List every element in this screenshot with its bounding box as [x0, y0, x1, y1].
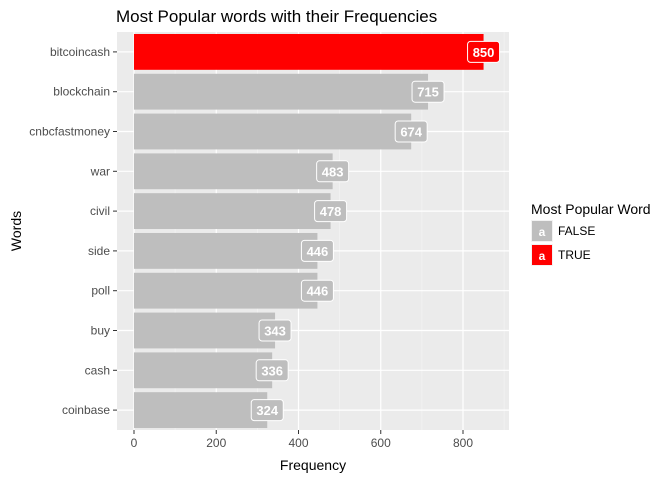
data-label-box: [411, 80, 445, 103]
data-label-box: [258, 319, 292, 342]
y-tick-label-bitcoincash: bitcoincash: [50, 45, 110, 59]
x-tick-label: 400: [288, 436, 308, 450]
chart-title: Most Popular words with their Frequencie…: [116, 7, 437, 26]
data-label-bitcoincash: 850: [473, 45, 495, 60]
data-label-poll: 446: [307, 284, 329, 299]
data-label-side: 446: [307, 244, 329, 259]
y-tick-label-civil: civil: [90, 204, 110, 218]
legend-key-glyph: a: [539, 249, 546, 263]
y-tick-label-side: side: [88, 244, 110, 258]
y-tick-label-blockchain: blockchain: [53, 85, 110, 99]
bar-buy: [134, 312, 276, 349]
legend-key-true: [532, 245, 552, 265]
data-label-coinbase: 324: [256, 403, 278, 418]
bar-poll: [134, 272, 318, 309]
x-tick-label: 0: [131, 436, 138, 450]
data-label-box: [394, 120, 428, 143]
legend-key-glyph: a: [539, 225, 546, 239]
y-tick-label-coinbase: coinbase: [62, 403, 110, 417]
data-label-buy: 343: [264, 324, 286, 339]
data-labels-group: 850 715 674 483 478 446 446 343 336 324: [250, 40, 501, 422]
bars-group: [134, 33, 484, 429]
data-label-war: 483: [322, 164, 344, 179]
bar-war: [134, 153, 333, 190]
data-label-blockchain: 715: [417, 85, 439, 100]
data-label-civil: 478: [320, 204, 342, 219]
data-label-box: [316, 160, 350, 183]
data-label-box: [300, 279, 334, 302]
y-tick-label-poll: poll: [91, 284, 110, 298]
bar-coinbase: [134, 392, 268, 429]
legend-label-true: TRUE: [558, 248, 591, 262]
bar-cnbcfastmoney: [134, 113, 412, 150]
y-tick-label-war: war: [90, 164, 110, 178]
data-label-cash: 336: [261, 363, 283, 378]
data-label-cnbcfastmoney: 674: [400, 125, 422, 140]
data-label-box: [255, 359, 289, 382]
y-tick-label-buy: buy: [91, 324, 110, 338]
legend-label-false: FALSE: [558, 224, 595, 238]
y-tick-label-cash: cash: [85, 363, 110, 377]
data-label-box: [314, 200, 348, 223]
data-label-box: [300, 239, 334, 262]
y-axis-title: Words: [8, 211, 24, 251]
x-tick-labels: 0 200 400 600 800: [131, 430, 473, 450]
data-label-box: [250, 399, 284, 422]
bar-bitcoincash: [134, 33, 484, 70]
x-axis-title: Frequency: [280, 457, 346, 473]
legend: Most Popular Word a FALSE a TRUE: [531, 201, 651, 266]
y-tick-label-cnbcfastmoney: cnbcfastmoney: [29, 125, 110, 139]
x-tick-label: 600: [371, 436, 391, 450]
data-label-box: [467, 40, 501, 63]
y-tick-labels: bitcoincash blockchain cnbcfastmoney war civ…: [29, 45, 117, 417]
bar-civil: [134, 193, 331, 230]
bar-side: [134, 232, 318, 269]
legend-title: Most Popular Word: [531, 201, 651, 217]
x-tick-label: 200: [206, 436, 226, 450]
x-tick-label: 800: [453, 436, 473, 450]
bar-cash: [134, 352, 273, 389]
legend-key-false: [532, 221, 552, 241]
bar-blockchain: [134, 73, 429, 110]
